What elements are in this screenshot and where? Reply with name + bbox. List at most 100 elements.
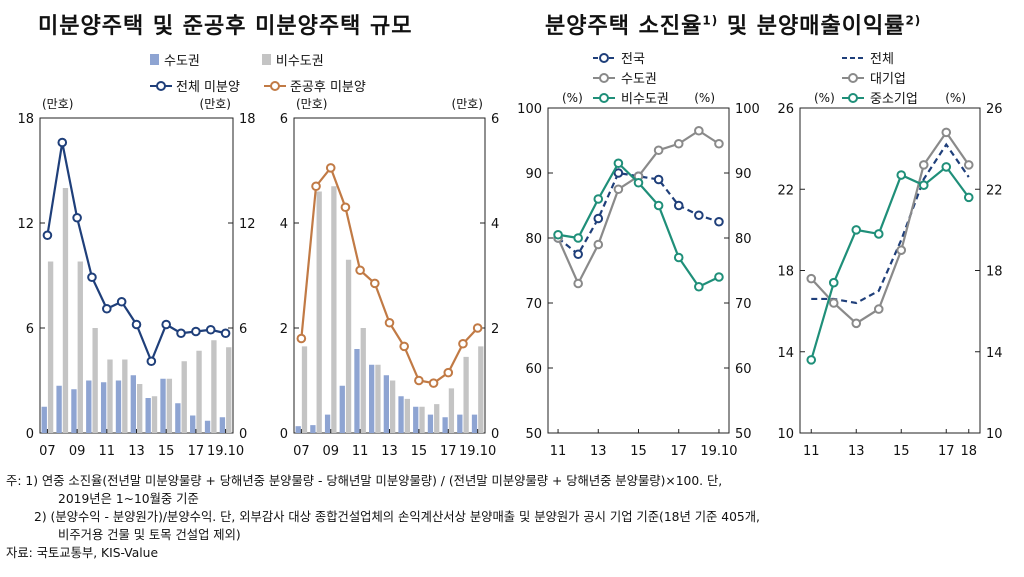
- chart1-ytick-label-left: 6: [26, 322, 34, 337]
- chart4-ytick-label-right: 14: [986, 346, 1003, 361]
- chart3-line-0-point: [714, 216, 724, 227]
- legend-completed-unsold-label: 준공후 미분양: [289, 80, 366, 95]
- chart2-unit-left: (만호): [296, 97, 327, 111]
- chart3-line-1-point: [673, 138, 684, 149]
- chart3-xtick-label: 13: [590, 444, 607, 459]
- right-chart-title: 분양주택 소진율1) 및 분양매출이익률2): [545, 8, 921, 40]
- footnote-1-cont: 2019년은 1~10월중 기준: [58, 492, 199, 506]
- chart4-line-2-point: [941, 162, 952, 172]
- chart1-bar-capital: [41, 406, 47, 433]
- chart1-ytick-label-left: 12: [17, 217, 34, 232]
- chart1-bar-noncapital: [211, 340, 217, 433]
- chart1-bar-noncapital: [196, 350, 202, 433]
- chart3-legend-label-1: 수도권: [621, 72, 657, 87]
- chart2-ytick-label-right: 2: [491, 322, 499, 337]
- chart2-bar-noncapital: [448, 388, 455, 433]
- chart2-line-point: [384, 317, 395, 328]
- chart1-line-point: [42, 230, 53, 241]
- chart1-bar-capital: [71, 389, 77, 433]
- chart4-line-2-point: [896, 170, 907, 180]
- chart3-line-0-point: [673, 200, 684, 211]
- chart3-ytick-label-right: 100: [735, 102, 760, 117]
- chart3-ytick-label-left: 70: [525, 297, 542, 312]
- chart4-legend-label-0: 전체: [870, 52, 894, 67]
- chart3-unit-right: (%): [694, 91, 715, 105]
- chart4-line-0: [811, 142, 970, 305]
- chart2-bar-capital: [295, 426, 301, 433]
- chart4-line-1-point: [851, 318, 862, 329]
- chart2-bar-capital: [413, 406, 419, 433]
- chart3-legend-marker-0: [599, 53, 609, 63]
- chart2-frame: [293, 117, 486, 434]
- chart3-ytick-label-left: 60: [525, 362, 542, 377]
- chart1-bar-noncapital: [151, 396, 158, 433]
- chart1-ytick-label-right: 18: [239, 112, 256, 127]
- chart3-legend-label-0: 전국: [621, 52, 645, 67]
- chart2-ytick-label-left: 4: [280, 217, 288, 232]
- chart2-line-point: [443, 367, 454, 378]
- legend-capital: 수도권: [150, 50, 200, 69]
- chart4-line-1-point: [896, 245, 907, 255]
- chart3-line-1: [557, 129, 720, 287]
- chart2-ytick-label-left: 6: [280, 112, 288, 127]
- chart2-bar-capital: [383, 375, 389, 433]
- chart2-bar-noncapital: [301, 346, 308, 433]
- chart1-xtick-label: 15: [158, 444, 175, 459]
- chart1-bar-noncapital: [122, 359, 128, 433]
- chart3-ytick-label-right: 60: [735, 362, 752, 377]
- chart1-xtick-label: 17: [188, 444, 205, 459]
- chart3-legend-label-2: 비수도권: [621, 92, 669, 107]
- chart2-bar-noncapital: [316, 191, 322, 433]
- chart3-line-0-point: [694, 210, 704, 221]
- chart2-line-point: [370, 278, 380, 289]
- chart4-ytick-label-right: 26: [986, 102, 1003, 117]
- chart3-line-1-point: [714, 138, 724, 149]
- chart4-unit-right: (%): [945, 91, 966, 105]
- chart2-line-point: [472, 323, 483, 333]
- chart1-xtick-label: 07: [39, 444, 56, 459]
- legend-noncapital-label: 비수도권: [275, 54, 324, 69]
- chart3-line-2-point: [593, 194, 604, 204]
- legend-total-unsold-label: 전체 미분양: [176, 80, 240, 95]
- chart1-ytick-label-left: 18: [17, 112, 34, 127]
- chart3-ytick-label-right: 50: [735, 427, 752, 442]
- chart1-bar-capital: [130, 375, 136, 433]
- chart4-line-1-point: [941, 127, 952, 138]
- legend-capital-swatch: [150, 54, 159, 65]
- chart4-xtick-label: 11: [803, 444, 820, 459]
- chart2-bar-capital: [471, 414, 478, 433]
- chart1-line-point: [57, 137, 68, 148]
- chart2-bar-noncapital: [345, 259, 352, 433]
- chart2-bar-noncapital: [463, 356, 469, 433]
- left-legend-bars: 수도권 비수도권: [150, 50, 338, 69]
- chart2-bar-noncapital: [478, 346, 484, 433]
- chart2-ytick-label-right: 6: [491, 112, 499, 127]
- legend-noncapital-swatch: [261, 54, 271, 65]
- chart1-bar-noncapital: [166, 378, 173, 433]
- chart1-bar-capital: [160, 378, 166, 433]
- chart3-legend-marker-1: [599, 73, 609, 83]
- chart2-xtick-label: 19.10: [459, 444, 496, 459]
- chart2-line: [300, 165, 479, 385]
- chart1-line-point: [146, 356, 157, 367]
- chart4-frame: [799, 107, 981, 434]
- chart1-line-point: [131, 319, 142, 330]
- chart1-line-point: [205, 324, 216, 335]
- legend-total-unsold: 전체 미분양: [150, 76, 240, 95]
- chart1-line-point: [176, 328, 186, 339]
- chart2-line-point: [414, 375, 424, 386]
- legend-total-unsold-swatch: [150, 80, 172, 91]
- chart1-bar-noncapital: [92, 328, 98, 433]
- chart1-bar-capital: [86, 380, 92, 433]
- chart3-line-0-point: [573, 249, 583, 260]
- chart3-xtick-label: 15: [630, 444, 647, 459]
- chart1-bar-capital: [219, 417, 226, 433]
- chart2-xtick-label: 17: [440, 444, 457, 459]
- chart2-xtick-label: 15: [411, 444, 428, 459]
- chart3-line-2-point: [573, 233, 583, 243]
- chart1-ytick-label-right: 6: [239, 322, 247, 337]
- chart1-line-point: [102, 303, 112, 314]
- chart3-line-0-point: [593, 213, 604, 224]
- footnote-1: 주: 1) 연중 소진율(전년말 미분양물량 + 당해년중 분양물량 - 당해년…: [6, 474, 723, 488]
